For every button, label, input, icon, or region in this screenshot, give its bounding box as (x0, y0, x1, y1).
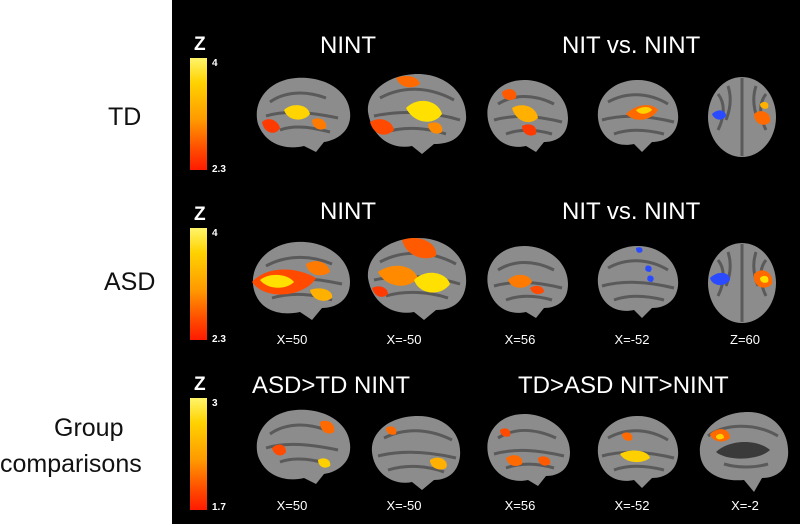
coord-asd-5: Z=60 (730, 332, 760, 347)
coord-asd-4: X=-52 (614, 332, 650, 347)
coord-group-4: X=-52 (614, 498, 650, 513)
colorbar-min-group: 1.7 (212, 502, 226, 513)
brain-image-td-left-lateral (367, 74, 467, 154)
row-label-group-line1: Group (54, 414, 124, 442)
colorbar-max-td: 4 (212, 58, 218, 69)
brain-image-td-right-lateral (256, 77, 351, 152)
colorbar-label-asd: Z (194, 204, 206, 225)
brain-image-asd-right-lateral-contrast (487, 246, 568, 318)
colorbar-td (190, 58, 207, 170)
colorbar-min-asd: 2.3 (212, 334, 226, 345)
figure-panel: Z 4 2.3 NINT NIT vs. NINT Z 4 2.3 NINT N… (172, 0, 800, 524)
colorbar-group (190, 398, 207, 510)
heading-asd-right: NIT vs. NINT (562, 198, 701, 225)
brain-image-group-midsagittal (699, 412, 789, 492)
colorbar-min-td: 2.3 (212, 164, 226, 175)
colorbar-max-group: 3 (212, 398, 218, 409)
coord-group-3: X=56 (504, 498, 536, 513)
coord-group-2: X=-50 (386, 498, 422, 513)
heading-td-left: NINT (320, 32, 376, 59)
brain-image-asd-left-lateral-contrast (597, 246, 679, 318)
brain-image-group-left-lateral-contrast (597, 416, 679, 488)
brain-image-group-right-lateral-contrast (487, 414, 570, 486)
row-label-asd: ASD (104, 268, 156, 296)
coord-group-5: X=-2 (731, 498, 759, 513)
brain-image-group-right-lateral (256, 409, 351, 484)
coord-asd-1: X=50 (276, 332, 308, 347)
brain-image-asd-left-lateral (367, 237, 467, 320)
colorbar-label-td: Z (194, 34, 206, 55)
brain-image-td-right-lateral-contrast (487, 80, 568, 152)
heading-asd-left: NINT (320, 198, 376, 225)
row-label-group-line2: comparisons (0, 450, 142, 478)
heading-group-right: TD>ASD NIT>NINT (518, 372, 729, 399)
coord-asd-2: X=-50 (386, 332, 422, 347)
brain-image-td-left-lateral-contrast (597, 80, 679, 152)
colorbar-label-group: Z (194, 374, 206, 395)
row-label-td: TD (108, 103, 142, 131)
coord-asd-3: X=56 (504, 332, 536, 347)
brain-image-asd-axial (708, 243, 776, 323)
brain-image-td-axial (708, 77, 776, 157)
heading-group-left: ASD>TD NINT (252, 372, 411, 399)
colorbar-max-asd: 4 (212, 228, 218, 239)
coord-group-1: X=50 (276, 498, 308, 513)
brain-image-asd-right-lateral (252, 241, 350, 320)
heading-td-right: NIT vs. NINT (562, 32, 701, 59)
brain-image-group-left-lateral (371, 416, 461, 490)
colorbar-asd (190, 228, 207, 340)
